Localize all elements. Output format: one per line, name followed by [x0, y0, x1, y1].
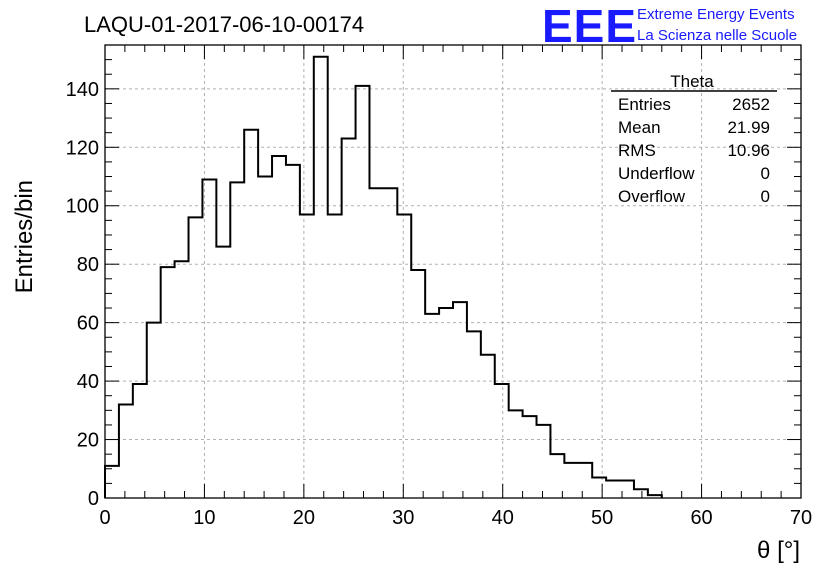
x-tick-label: 70	[790, 507, 812, 529]
histogram-bin	[383, 188, 397, 498]
stats-label: Overflow	[618, 187, 686, 206]
y-tick-label: 40	[77, 371, 99, 393]
x-tick-label: 60	[690, 507, 712, 529]
histogram-bin	[397, 215, 411, 498]
x-tick-label: 50	[591, 507, 613, 529]
eee-logo: EEE Extreme Energy Events La Scienza nel…	[542, 0, 797, 52]
stats-value: 21.99	[727, 118, 770, 137]
histogram-bin	[467, 331, 481, 498]
histogram-bin	[147, 323, 161, 498]
histogram-bin	[202, 179, 216, 498]
eee-logo-line2: La Scienza nelle Scuole	[637, 27, 797, 44]
x-tick-label: 0	[99, 507, 110, 529]
x-tick-label: 40	[492, 507, 514, 529]
y-tick-label: 60	[77, 313, 99, 335]
y-tick-labels: 0 20 40 60 80 100 120 140	[66, 79, 99, 510]
eee-logo-line1: Extreme Energy Events	[637, 6, 795, 23]
x-tick-label: 30	[392, 507, 414, 529]
histogram-bin	[523, 416, 537, 498]
x-tick-label: 10	[193, 507, 215, 529]
grid	[105, 45, 801, 498]
stats-label: Underflow	[618, 164, 695, 183]
histogram-bin	[133, 384, 147, 498]
histogram-bin	[286, 165, 300, 498]
histogram-bin	[606, 480, 620, 498]
histogram-outline	[104, 55, 663, 498]
chart-title: LAQU-01-2017-06-10-00174	[84, 12, 364, 37]
histogram-bin	[119, 404, 133, 498]
stats-value: 10.96	[727, 141, 770, 160]
histogram-series	[104, 55, 663, 498]
histogram-bin	[272, 156, 286, 498]
histogram-bin	[634, 489, 648, 498]
histogram-bin	[328, 215, 342, 498]
x-tick-labels: 0 10 20 30 40 50 60 70	[99, 507, 812, 529]
y-axis-label: Entries/bin	[11, 180, 38, 293]
histogram-bin	[300, 215, 314, 498]
stats-title: Theta	[670, 72, 714, 91]
stats-value: 0	[761, 164, 770, 183]
histogram-bin	[481, 355, 495, 498]
histogram-bin	[258, 177, 272, 498]
y-tick-label: 0	[88, 488, 99, 510]
histogram-bin	[564, 463, 578, 498]
histogram-bin	[105, 466, 119, 498]
stats-label: Mean	[618, 118, 661, 137]
y-tick-label: 120	[66, 137, 99, 159]
stats-label: RMS	[618, 141, 656, 160]
histogram-bin	[356, 86, 370, 498]
y-tick-label: 80	[77, 254, 99, 276]
histogram-bin	[189, 217, 203, 498]
histogram-bin	[342, 139, 356, 498]
stats-value: 0	[761, 187, 770, 206]
histogram-bin	[161, 267, 175, 498]
histogram-bin	[216, 247, 230, 498]
stats-label: Entries	[618, 95, 671, 114]
x-axis-label: θ [°]	[757, 537, 800, 564]
histogram-bin	[592, 478, 606, 498]
x-tick-label: 20	[293, 507, 315, 529]
eee-logo-mark: EEE	[542, 0, 637, 52]
y-tick-label: 140	[66, 79, 99, 101]
histogram-bin	[439, 308, 453, 498]
stats-value: 2652	[732, 95, 770, 114]
histogram-bin	[230, 182, 244, 498]
y-tick-label: 20	[77, 430, 99, 452]
histogram-bin	[537, 425, 551, 498]
histogram-bin	[175, 261, 189, 498]
axis-ticks	[104, 45, 802, 499]
histogram-bin	[495, 384, 509, 498]
histogram-bin	[578, 463, 592, 498]
plot-frame	[104, 44, 802, 499]
histogram-bin	[369, 188, 383, 498]
histogram-bin	[509, 410, 523, 498]
histogram-bin	[425, 314, 439, 498]
y-tick-label: 100	[66, 196, 99, 218]
stats-box: Theta Entries 2652 Mean 21.99 RMS 10.96 Underf…	[611, 72, 777, 206]
histogram-bin	[314, 57, 328, 498]
histogram-bin	[411, 270, 425, 498]
histogram-bin	[453, 302, 467, 498]
histogram-bin	[244, 130, 258, 498]
